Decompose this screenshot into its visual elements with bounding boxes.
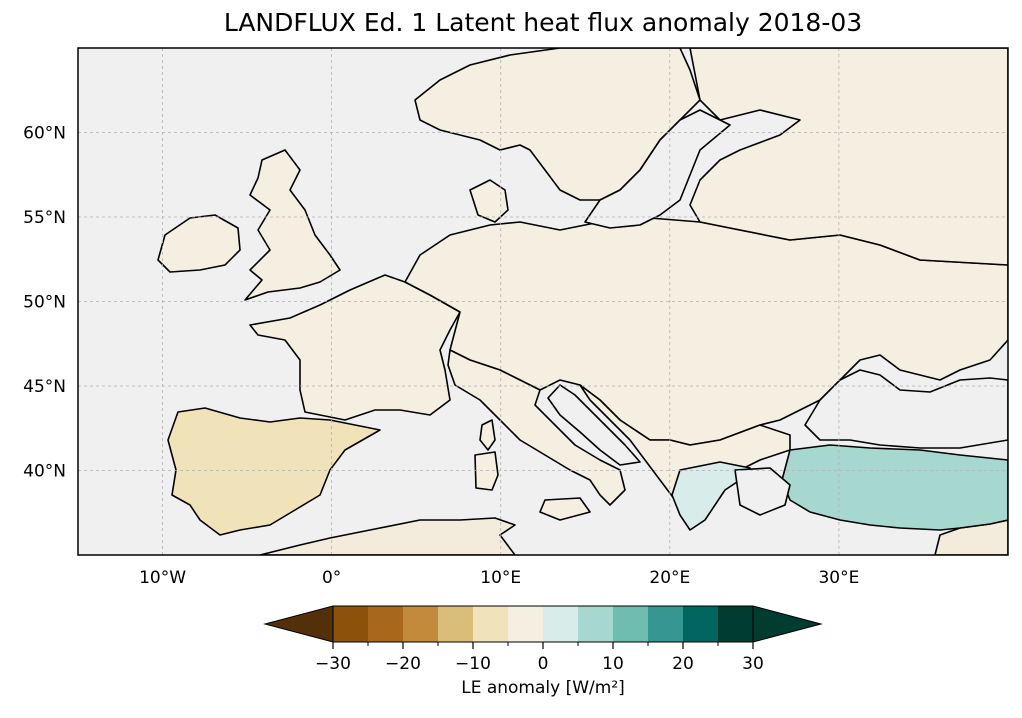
colorbar-bin xyxy=(403,606,439,642)
colorbar-bin xyxy=(683,606,719,642)
land-north-africa xyxy=(259,517,516,555)
aegean-sea xyxy=(734,467,791,516)
gridlines xyxy=(78,48,1008,555)
colorbar-bin xyxy=(578,606,614,642)
x-tick-label: 0° xyxy=(322,568,341,588)
y-tick-label: 45°N xyxy=(23,377,66,397)
map-panel xyxy=(77,47,1009,556)
colorbar-bin xyxy=(543,606,579,642)
map-border xyxy=(77,47,1009,556)
baltic-sea xyxy=(584,109,731,229)
colorbar-bin xyxy=(368,606,404,642)
adriatic-sea xyxy=(547,384,641,466)
colorbar-tick-label: 10 xyxy=(602,654,624,674)
land-iberia xyxy=(167,407,381,536)
x-tick-label: 30°E xyxy=(818,568,859,588)
land-balkans xyxy=(579,384,791,511)
colorbar-tick-label: 20 xyxy=(672,654,694,674)
land-ireland xyxy=(157,214,241,273)
colorbar-extend-high xyxy=(752,605,823,643)
colorbar-tick-label: 30 xyxy=(742,654,764,674)
x-tick-label: 10°E xyxy=(480,568,521,588)
black-sea xyxy=(804,369,1008,449)
colorbar-bin xyxy=(473,606,509,642)
y-tick-label: 60°N xyxy=(23,124,66,144)
x-tick-label: 20°E xyxy=(649,568,690,588)
colorbar-tick-label: −10 xyxy=(455,654,491,674)
land-greece xyxy=(671,461,751,531)
colorbar-bin xyxy=(508,606,544,642)
colorbar-bin xyxy=(613,606,649,642)
land-sicily xyxy=(539,497,591,521)
colorbar-bin xyxy=(648,606,684,642)
land-denmark xyxy=(469,179,509,223)
y-tick-label: 55°N xyxy=(23,208,66,228)
land-corsica xyxy=(479,419,496,451)
land-great-britain xyxy=(244,149,341,301)
map-title: LANDFLUX Ed. 1 Latent heat flux anomaly … xyxy=(223,8,863,37)
y-axis-ticks: 40°N 45°N 50°N 55°N 60°N xyxy=(23,124,66,482)
y-tick-label: 40°N xyxy=(23,462,66,482)
colorbar-label: LE anomaly [W/m²] xyxy=(461,678,625,698)
colorbar-tick-label: −30 xyxy=(315,654,351,674)
x-tick-label: 10°W xyxy=(139,568,186,588)
land-finland-russia xyxy=(689,48,1008,266)
colorbar-bin xyxy=(438,606,474,642)
colorbar-tick-label: −20 xyxy=(385,654,421,674)
land-sardinia xyxy=(474,451,499,491)
colorbar-bin xyxy=(718,606,754,642)
colorbar: −30 −20 −10 0 10 20 30 xyxy=(263,605,823,674)
land-turkey xyxy=(781,444,1008,531)
land-france xyxy=(249,274,461,421)
landmasses xyxy=(157,48,1008,555)
land-italy xyxy=(447,349,626,506)
x-axis-ticks: 10°W 0° 10°E 20°E 30°E xyxy=(139,568,859,588)
colorbar-bin xyxy=(333,606,369,642)
colorbar-tick-label: 0 xyxy=(538,654,549,674)
colorbar-extend-low xyxy=(263,605,334,643)
y-tick-label: 50°N xyxy=(23,293,66,313)
